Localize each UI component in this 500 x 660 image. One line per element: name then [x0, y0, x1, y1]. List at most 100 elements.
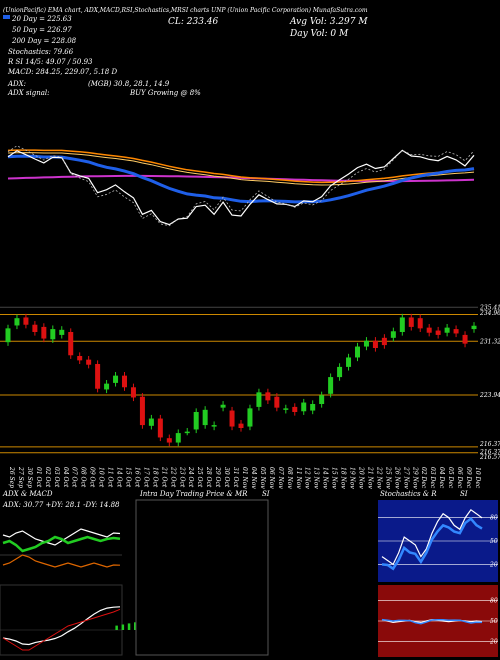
- macd-line: [2, 606, 121, 646]
- candle-body: [292, 406, 298, 412]
- date-tick-label: 23 Oct: [178, 466, 185, 488]
- adx-panel: [0, 510, 122, 578]
- price-tick-label: 216.57: [479, 454, 500, 461]
- macd-label: MACD: 284.25, 229.07, 5.18 D: [7, 68, 117, 76]
- candle-body: [229, 410, 235, 427]
- candle-body: [301, 402, 307, 412]
- avg-vol-label: Avg Vol: 3.297 M: [289, 17, 368, 27]
- macd-histogram-bar: [127, 623, 131, 630]
- rsi-level-label: 20: [489, 638, 498, 645]
- date-tick-label: 30 Oct: [223, 467, 230, 488]
- date-tick-label: 15 Oct: [125, 467, 132, 488]
- candle-body: [41, 326, 47, 339]
- adx-series-line: [2, 554, 121, 568]
- date-tick-label: 20 Nov: [358, 466, 365, 489]
- date-tick-label: 11 Nov: [295, 467, 302, 489]
- intraday-panel-title: Intra Day Trading Price & MR: [139, 490, 248, 498]
- price-tick-label: 216.37: [479, 449, 500, 456]
- macd-histogram-bar: [134, 622, 137, 630]
- date-tick-label: 14 Nov: [322, 467, 329, 489]
- stoch-panel-si: SI: [460, 490, 468, 498]
- price-tick-label: 234.96: [479, 310, 500, 317]
- date-tick-label: 27 Sep: [17, 466, 24, 488]
- date-tick-label: 15 Nov: [331, 467, 338, 489]
- date-tick-label: 14 Oct: [116, 467, 123, 488]
- adx-series-line: [2, 535, 121, 553]
- date-tick-label: 03 Dec: [429, 467, 436, 489]
- date-tick-label: 10 Oct: [98, 467, 105, 488]
- candle-body: [50, 329, 56, 340]
- stoch-level-label: 20: [489, 561, 498, 568]
- ema200-label: 200 Day = 228.08: [11, 37, 77, 45]
- date-tick-label: 01 Nov: [241, 467, 248, 489]
- date-tick-label: 09 Oct: [89, 467, 96, 488]
- rsi-panel: 80 50 20: [378, 585, 498, 657]
- date-tick-label: 26 Sep: [8, 466, 15, 488]
- candle-body: [166, 438, 172, 443]
- macd-panel: [0, 584, 156, 656]
- candle-body: [238, 423, 244, 428]
- date-tick-label: 29 Nov: [411, 466, 418, 489]
- candle-body: [211, 425, 217, 427]
- candle-body: [14, 318, 20, 326]
- date-tick-label: 02 Oct: [44, 467, 51, 488]
- candle-body: [363, 340, 369, 347]
- candlestick-panel: 235.41234.96231.32223.94216.37216.37216.…: [0, 304, 500, 461]
- adx-series-line: [2, 528, 121, 546]
- stoch-d-line: [381, 516, 483, 571]
- date-tick-label: 05 Nov: [259, 467, 266, 489]
- date-tick-label: 04 Nov: [250, 467, 257, 489]
- candle-body: [256, 392, 262, 407]
- candle-body: [32, 324, 38, 332]
- date-tick-label: 11 Oct: [107, 467, 114, 488]
- candle-body: [5, 328, 11, 343]
- date-tick-label: 22 Nov: [375, 466, 382, 489]
- close-label: CL: 233.46: [168, 17, 219, 27]
- bollinger-line: [7, 145, 475, 227]
- candle-body: [202, 409, 208, 426]
- date-tick-label: 21 Nov: [366, 466, 373, 489]
- date-tick-label: 10 Dec: [474, 467, 481, 489]
- date-tick-label: 06 Dec: [456, 467, 463, 489]
- date-tick-label: 06 Nov: [268, 467, 275, 489]
- stoch-label: Stochastics: 79.66: [8, 48, 74, 56]
- candle-body: [408, 317, 414, 327]
- mgb-label: (MGB) 30.8, 28.1, 14.9: [88, 80, 170, 88]
- mrsi-line: [381, 618, 483, 625]
- date-tick-label: 21 Oct: [160, 466, 167, 488]
- candle-body: [77, 356, 83, 361]
- price-tick-label: 235.41: [479, 304, 500, 311]
- moving-average-panel: [7, 145, 475, 227]
- candle-body: [247, 408, 253, 427]
- candle-body: [113, 375, 119, 383]
- candle-body: [68, 332, 74, 356]
- date-axis: 26 Sep 27 Sep 30 Sep 01 Oct 02 Oct 03 Oc…: [8, 466, 481, 489]
- ema50-line: [7, 149, 475, 184]
- stoch-k-line: [381, 508, 483, 566]
- candle-body: [417, 318, 423, 329]
- candle-body: [310, 404, 316, 411]
- date-tick-label: 30 Sep: [26, 467, 33, 488]
- candle-body: [355, 346, 360, 358]
- price-tick-label: 216.37: [479, 441, 500, 448]
- candle-body: [95, 364, 101, 389]
- date-tick-label: 25 Nov: [384, 466, 391, 489]
- day-vol-label: Day Vol: 0 M: [289, 29, 349, 39]
- date-tick-label: 18 Oct: [151, 467, 158, 488]
- buy-label: BUY Growing @ 8%: [129, 89, 201, 97]
- intraday-panel: [135, 499, 269, 656]
- rsi-level-label: 50: [490, 618, 498, 625]
- candle-body: [346, 357, 352, 367]
- stoch-level-label: 50: [490, 538, 498, 545]
- date-tick-label: 07 Nov: [277, 467, 284, 489]
- price-tick-label: 231.32: [479, 338, 500, 345]
- date-tick-label: 07 Oct: [71, 467, 78, 488]
- adx-panel-title: ADX & MACD: [2, 490, 53, 498]
- candle-body: [86, 359, 92, 365]
- candle-body: [337, 366, 343, 378]
- date-tick-label: 29 Oct: [214, 466, 221, 488]
- candle-body: [265, 392, 271, 401]
- date-tick-label: 24 Oct: [187, 466, 194, 488]
- date-tick-label: 27 Nov: [402, 466, 409, 489]
- stochastics-panel: 80 50 20: [378, 500, 498, 582]
